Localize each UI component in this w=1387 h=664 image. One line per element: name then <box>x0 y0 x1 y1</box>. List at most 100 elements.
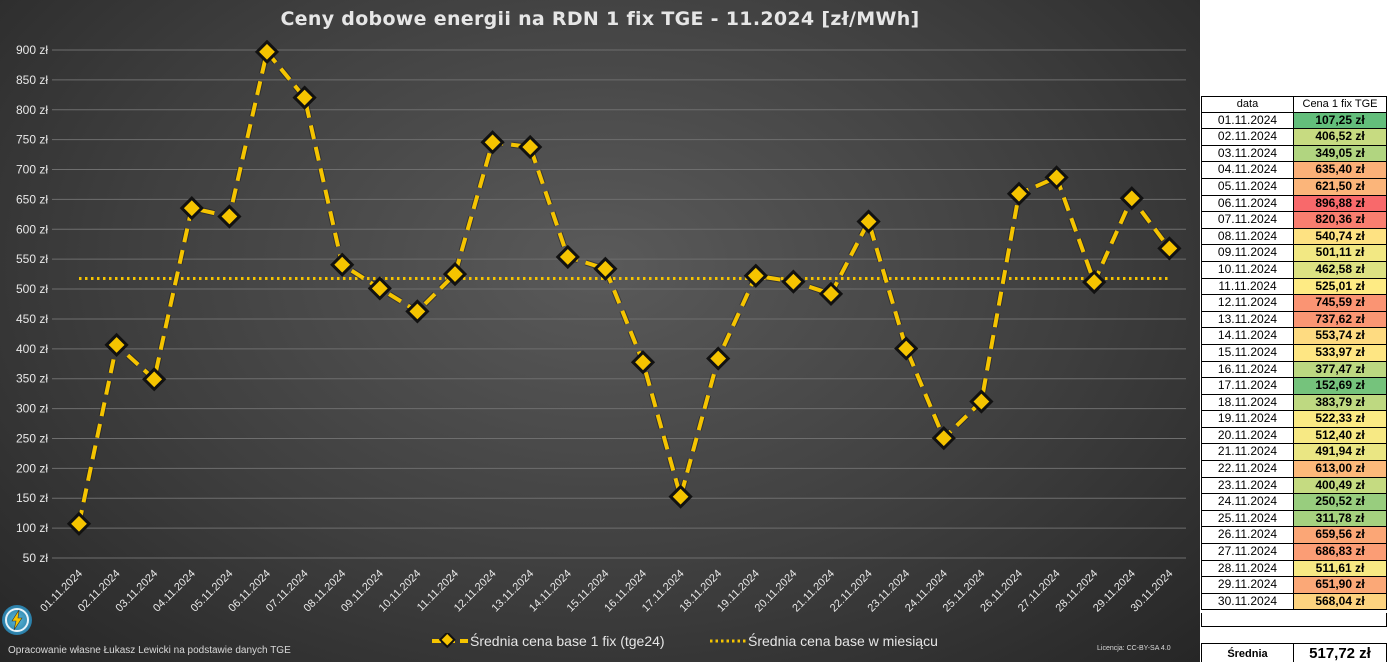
table-cell-date: 09.11.2024 <box>1201 245 1294 262</box>
table-header-date: data <box>1201 96 1294 113</box>
chart-panel: 900 zł 850 zł 800 zł 750 zł 700 zł 650 zł 600 … <box>0 0 1200 662</box>
legend-label-average: Średnia cena base w miesiącu <box>748 633 938 649</box>
data-point <box>1006 181 1032 206</box>
table-cell-price: 349,05 zł <box>1294 145 1387 163</box>
table-row: 28.11.2024 511,61 zł <box>1201 560 1387 578</box>
table-row: 22.11.2024 613,00 zł <box>1201 461 1387 478</box>
table-cell-date: 30.11.2024 <box>1201 593 1294 611</box>
chart-title: Ceny dobowe energii na RDN 1 fix TGE - 1… <box>280 8 920 30</box>
table-cell-date: 16.11.2024 <box>1201 361 1294 379</box>
table-cell-date: 04.11.2024 <box>1201 162 1294 179</box>
legend-average-marker <box>710 639 746 643</box>
table-row: 30.11.2024 568,04 zł <box>1201 593 1387 611</box>
table-cell-price: 107,25 zł <box>1294 112 1387 130</box>
table-header-row: data Cena 1 fix TGE <box>1201 96 1387 113</box>
table-row: 14.11.2024 553,74 zł <box>1201 328 1387 345</box>
table-cell-date: 21.11.2024 <box>1201 444 1294 462</box>
data-point <box>781 269 806 294</box>
table-cell-price: 533,97 zł <box>1294 344 1387 362</box>
table-cell-price: 613,00 zł <box>1294 461 1387 478</box>
table-cell-price: 383,79 zł <box>1294 394 1387 412</box>
table-row: 24.11.2024 250,52 zł <box>1201 494 1387 511</box>
y-tick-label: 650 zł <box>16 192 48 206</box>
table-cell-price: 406,52 zł <box>1294 129 1387 146</box>
table-cell-price: 635,40 zł <box>1294 162 1387 179</box>
table-cell-date: 08.11.2024 <box>1201 228 1294 246</box>
table-row: 06.11.2024 896,88 zł <box>1201 195 1387 213</box>
table-cell-date: 29.11.2024 <box>1201 577 1294 594</box>
table-row: 03.11.2024 349,05 zł <box>1201 145 1387 163</box>
table-cell-date: 02.11.2024 <box>1201 129 1294 146</box>
data-point <box>442 261 468 287</box>
y-tick-label: 900 zł <box>16 43 48 57</box>
data-point <box>1157 236 1182 261</box>
data-point <box>142 367 167 392</box>
table-row: 12.11.2024 745,59 zł <box>1201 295 1387 312</box>
legend-label-daily: Średnia cena base 1 fix (tge24) <box>470 633 665 649</box>
table-cell-price: 651,90 zł <box>1294 577 1387 594</box>
table-cell-date: 20.11.2024 <box>1201 427 1294 445</box>
y-tick-label: 800 zł <box>16 103 48 117</box>
legend-item-daily: Średnia cena base 1 fix (tge24) <box>430 633 665 649</box>
table-row: 18.11.2024 383,79 zł <box>1201 394 1387 412</box>
table-cell-price: 896,88 zł <box>1294 195 1387 213</box>
series-line-shadow <box>76 48 1172 525</box>
table-cell-date: 22.11.2024 <box>1201 461 1294 478</box>
table-row: 20.11.2024 512,40 zł <box>1201 427 1387 445</box>
table-cell-price: 745,59 zł <box>1294 295 1387 312</box>
y-tick-label: 300 zł <box>16 402 48 416</box>
table-cell-date: 10.11.2024 <box>1201 261 1294 279</box>
table-row: 10.11.2024 462,58 zł <box>1201 261 1387 279</box>
data-point <box>1044 165 1069 190</box>
table-cell-price: 491,94 zł <box>1294 444 1387 462</box>
y-tick-label: 600 zł <box>16 222 48 236</box>
table-cell-price: 737,62 zł <box>1294 311 1387 329</box>
table-row: 21.11.2024 491,94 zł <box>1201 444 1387 462</box>
data-point <box>856 209 881 234</box>
y-tick-label: 500 zł <box>16 282 48 296</box>
table-cell-price: 659,56 zł <box>1294 527 1387 545</box>
table-row: 26.11.2024 659,56 zł <box>1201 527 1387 545</box>
data-point <box>480 130 505 155</box>
data-point <box>555 244 580 270</box>
data-point <box>1119 186 1144 211</box>
y-tick-label: 150 zł <box>16 491 48 505</box>
legend-item-average: Średnia cena base w miesiącu <box>708 633 938 649</box>
data-point <box>931 426 956 451</box>
table-row: 09.11.2024 501,11 zł <box>1201 245 1387 262</box>
table-row: 16.11.2024 377,47 zł <box>1201 361 1387 379</box>
table-row: 27.11.2024 686,83 zł <box>1201 544 1387 561</box>
y-tick-label: 550 zł <box>16 252 48 266</box>
y-tick-label: 100 zł <box>16 521 48 535</box>
table-cell-date: 28.11.2024 <box>1201 560 1294 578</box>
table-cell-date: 27.11.2024 <box>1201 544 1294 561</box>
table-cell-price: 686,83 zł <box>1294 544 1387 561</box>
data-point <box>1082 269 1107 295</box>
table-cell-date: 23.11.2024 <box>1201 477 1294 495</box>
table-row: 23.11.2024 400,49 zł <box>1201 477 1387 495</box>
table-cell-price: 525,01 zł <box>1294 278 1387 296</box>
legend-daily-marker <box>432 633 468 649</box>
data-point <box>969 389 994 414</box>
table-cell-price: 250,52 zł <box>1294 494 1387 511</box>
table-cell-date: 18.11.2024 <box>1201 394 1294 412</box>
data-point <box>894 336 919 361</box>
table-blank-row <box>1201 613 1387 627</box>
y-tick-label: 750 zł <box>16 133 48 147</box>
data-point <box>405 299 430 324</box>
table-cell-date: 14.11.2024 <box>1201 328 1294 345</box>
average-value: 517,72 zł <box>1309 645 1371 662</box>
data-point <box>818 281 844 306</box>
table-cell-date: 25.11.2024 <box>1201 510 1294 528</box>
average-row: Średnia 517,72 zł <box>1201 643 1387 662</box>
credit-text: Opracowanie własne Łukasz Lewicki na pod… <box>8 645 291 656</box>
y-tick-label: 700 zł <box>16 163 48 177</box>
table-cell-date: 11.11.2024 <box>1201 278 1294 296</box>
table-cell-price: 553,74 zł <box>1294 328 1387 345</box>
table-row: 08.11.2024 540,74 zł <box>1201 228 1387 246</box>
table-row: 11.11.2024 525,01 zł <box>1201 278 1387 296</box>
series-line <box>77 49 1171 525</box>
table-cell-price: 540,74 zł <box>1294 228 1387 246</box>
data-point <box>743 263 768 288</box>
data-point <box>330 252 355 277</box>
